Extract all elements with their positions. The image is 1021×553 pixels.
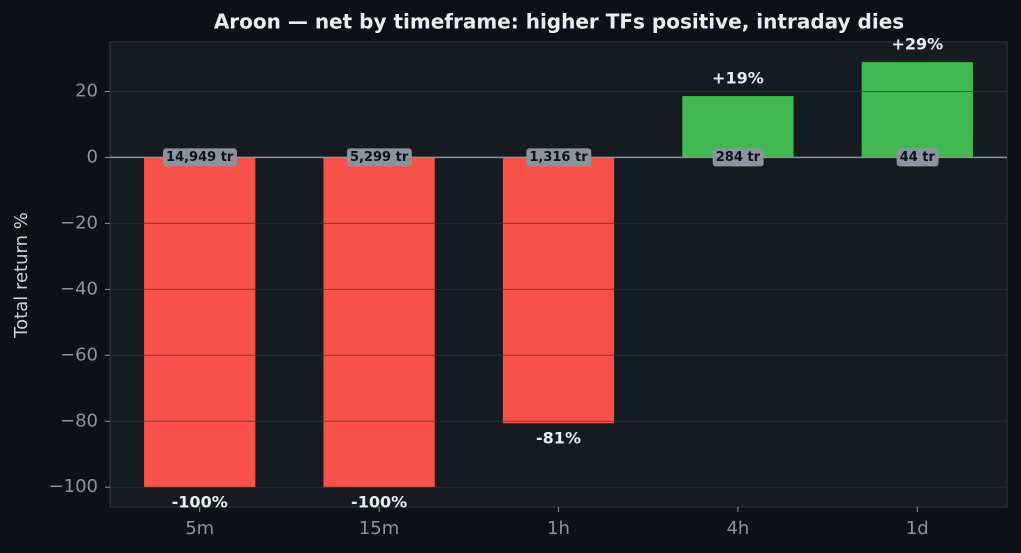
y-tick-label: −80 (60, 410, 98, 431)
y-tick-label: −100 (49, 476, 98, 497)
x-tick-label: 5m (185, 518, 214, 539)
bar (861, 62, 973, 158)
y-axis-label: Total return % (11, 212, 32, 339)
x-tick-label: 1h (547, 518, 570, 539)
y-tick-label: 20 (75, 80, 98, 101)
annotation: 284 tr (716, 150, 761, 165)
chart-title: Aroon — net by timeframe: higher TFs pos… (214, 10, 904, 34)
annotation: 1,316 tr (529, 150, 588, 165)
bar (144, 157, 256, 488)
value-label: -100% (172, 493, 228, 512)
y-tick-label: 0 (87, 146, 98, 167)
annotation: 44 tr (900, 150, 936, 165)
x-tick-label: 15m (359, 518, 399, 539)
annotation-box (526, 148, 592, 167)
x-tick-label: 4h (726, 518, 749, 539)
bar (682, 96, 794, 158)
y-tick-label: −60 (60, 344, 98, 365)
value-label: +29% (891, 35, 943, 54)
value-label: -81% (536, 429, 581, 448)
annotation-box (346, 148, 412, 167)
annotation-box (712, 148, 764, 167)
annotation: 5,299 tr (350, 150, 409, 165)
bar (502, 157, 615, 424)
annotation: 14,949 tr (166, 150, 234, 165)
annotation-box (896, 148, 939, 167)
y-tick-label: −20 (60, 212, 98, 233)
value-label: +19% (712, 69, 764, 88)
bar (323, 157, 435, 488)
annotation-box (163, 148, 237, 167)
x-tick-label: 1d (906, 518, 929, 539)
y-tick-label: −40 (60, 278, 98, 299)
value-label: -100% (351, 493, 407, 512)
